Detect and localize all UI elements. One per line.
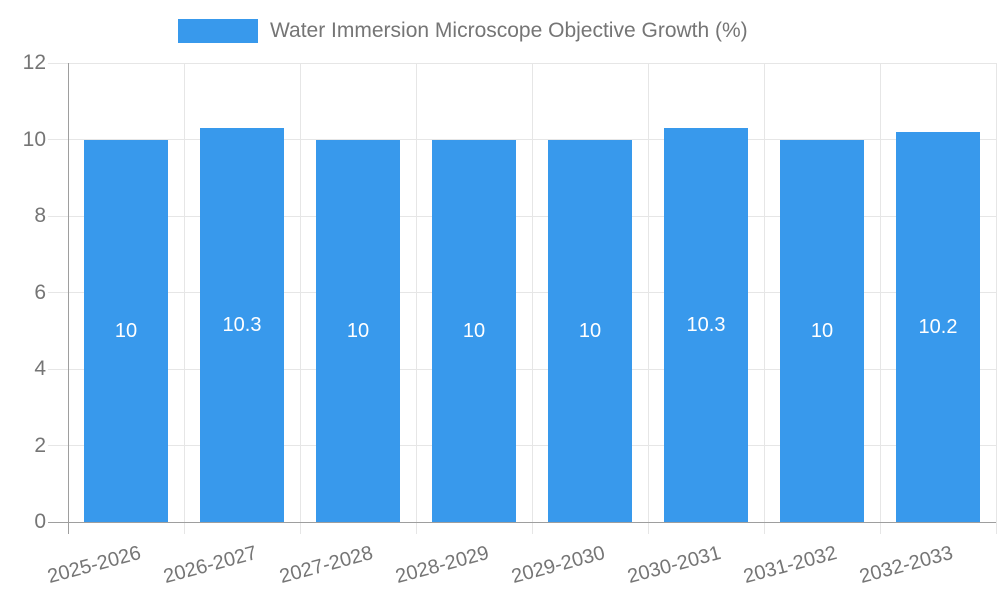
bar-value-label: 10 <box>462 319 486 342</box>
x-axis-label: 2028-2029 <box>393 542 492 589</box>
x-axis-baseline <box>48 521 996 523</box>
x-gridline <box>415 63 417 534</box>
x-gridline <box>531 63 533 534</box>
bar-value-label: 10 <box>810 319 834 342</box>
x-axis-label: 2032-2033 <box>857 542 956 589</box>
y-axis-line <box>67 63 69 534</box>
bar[interactable] <box>432 139 516 522</box>
x-axis-label: 2026-2027 <box>161 542 260 589</box>
y-axis-tick-label: 0 <box>34 510 46 533</box>
y-gridline <box>48 139 996 140</box>
x-gridline <box>879 63 881 534</box>
y-axis-tick-label: 8 <box>34 204 46 227</box>
legend[interactable]: Water Immersion Microscope Objective Gro… <box>178 19 748 43</box>
y-axis-tick-label: 6 <box>34 280 46 304</box>
x-gridline <box>763 63 765 534</box>
y-axis-tick-label: 2 <box>34 433 46 457</box>
x-gridline <box>299 63 301 534</box>
bar-value-label: 10 <box>114 319 138 342</box>
x-gridline <box>995 63 997 534</box>
bar-value-label: 10 <box>578 319 602 342</box>
bar[interactable] <box>664 128 748 522</box>
y-gridline <box>48 215 996 217</box>
bar[interactable] <box>84 139 168 522</box>
y-axis-tick-label: 4 <box>34 357 46 380</box>
y-gridline <box>48 368 996 370</box>
bar-value-label: 10.2 <box>918 315 958 338</box>
bar[interactable] <box>780 139 864 522</box>
y-axis-tick-label: 12 <box>22 51 46 74</box>
y-gridline <box>48 445 996 446</box>
bar-value-label: 10.3 <box>222 314 262 336</box>
x-gridline <box>183 63 185 534</box>
legend-swatch <box>178 19 258 43</box>
bar[interactable] <box>548 139 632 522</box>
x-axis-label: 2030-2031 <box>625 542 724 589</box>
bar-value-label: 10.3 <box>686 314 726 336</box>
bar[interactable] <box>316 139 400 522</box>
chart-title: Water Immersion Microscope Objective Gro… <box>270 19 748 42</box>
y-axis-tick-label: 10 <box>22 127 46 151</box>
x-gridline <box>647 63 649 534</box>
bar[interactable] <box>200 128 284 522</box>
bar-value-label: 10 <box>346 319 370 342</box>
y-gridline <box>48 292 996 293</box>
y-gridline <box>48 62 996 64</box>
x-axis-label: 2025-2026 <box>45 542 144 589</box>
x-axis-label: 2031-2032 <box>741 542 840 589</box>
bar[interactable] <box>896 131 980 522</box>
x-axis-label: 2027-2028 <box>277 542 376 589</box>
x-axis-label: 2029-2030 <box>509 542 608 589</box>
